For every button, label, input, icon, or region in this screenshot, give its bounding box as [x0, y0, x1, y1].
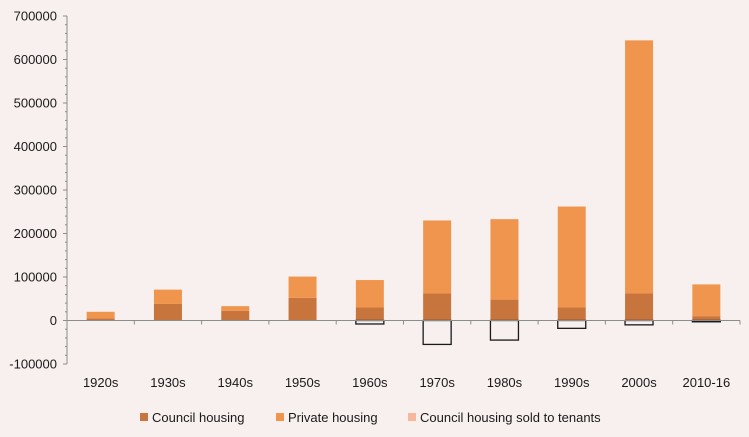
x-tick-label-1970s: 1970s	[419, 375, 455, 390]
bar-private-1990s	[557, 206, 586, 308]
bar-sold-1990s	[557, 319, 587, 329]
legend: Council housing Private housing Council ho…	[140, 410, 601, 425]
bars-layer	[86, 40, 721, 346]
bar-council-1960s	[355, 307, 384, 321]
bar-council-1930s	[153, 303, 182, 321]
legend-item-0: Council housing	[140, 410, 245, 425]
bar-council-2000s	[625, 293, 654, 321]
bar-council-1990s	[557, 307, 586, 321]
legend-swatch	[140, 413, 148, 421]
bar-private-1950s	[288, 276, 317, 298]
legend-item-2: Council housing sold to tenants	[408, 410, 601, 425]
legend-item-1: Private housing	[276, 410, 378, 425]
bar-private-1940s	[221, 306, 250, 311]
legend-label: Council housing sold to tenants	[420, 410, 601, 425]
y-tick-label-300000: 300000	[14, 183, 57, 198]
y-tick-label--100000: -100000	[9, 357, 57, 372]
x-tick-label-1960s: 1960s	[352, 375, 388, 390]
bar-private-1960s	[355, 280, 384, 308]
x-tick-label-2010-16: 2010-16	[682, 375, 730, 390]
bar-sold-1970s	[422, 319, 452, 346]
bar-council-2010-16	[692, 316, 721, 321]
legend-swatch	[408, 413, 416, 421]
bar-private-1930s	[153, 289, 182, 304]
y-tick-label-100000: 100000	[14, 270, 57, 285]
bar-private-2000s	[625, 40, 654, 294]
y-tick-label-200000: 200000	[14, 226, 57, 241]
x-tick-label-1990s: 1990s	[554, 375, 590, 390]
y-tick-label-0: 0	[50, 313, 57, 328]
legend-swatch	[276, 413, 284, 421]
bar-council-1920s	[86, 318, 115, 321]
bar-council-1950s	[288, 297, 317, 321]
bar-council-1970s	[423, 293, 452, 321]
y-tick-label-700000: 700000	[14, 9, 57, 24]
x-tick-label-1920s: 1920s	[83, 375, 119, 390]
y-tick-label-500000: 500000	[14, 96, 57, 111]
axis-layer: -100000 0 100000 200000 300000 400000 500000 60…	[9, 9, 741, 390]
bar-private-2010-16	[692, 284, 721, 317]
x-tick-label-2000s: 2000s	[621, 375, 657, 390]
y-tick-label-600000: 600000	[14, 52, 57, 67]
legend-label: Private housing	[288, 410, 378, 425]
bar-sold-2000s	[624, 319, 654, 326]
y-tick-label-400000: 400000	[14, 139, 57, 154]
bar-council-1980s	[490, 299, 519, 321]
x-tick-label-1930s: 1930s	[150, 375, 186, 390]
bar-private-1980s	[490, 219, 519, 300]
bar-sold-1980s	[489, 319, 520, 341]
bar-council-1940s	[221, 310, 250, 321]
bar-sold-1960s	[355, 319, 385, 325]
bar-private-1920s	[86, 311, 115, 319]
x-tick-label-1950s: 1950s	[285, 375, 321, 390]
legend-label: Council housing	[152, 410, 245, 425]
x-tick-label-1940s: 1940s	[218, 375, 254, 390]
bar-private-1970s	[423, 220, 452, 294]
x-tick-label-1980s: 1980s	[487, 375, 523, 390]
